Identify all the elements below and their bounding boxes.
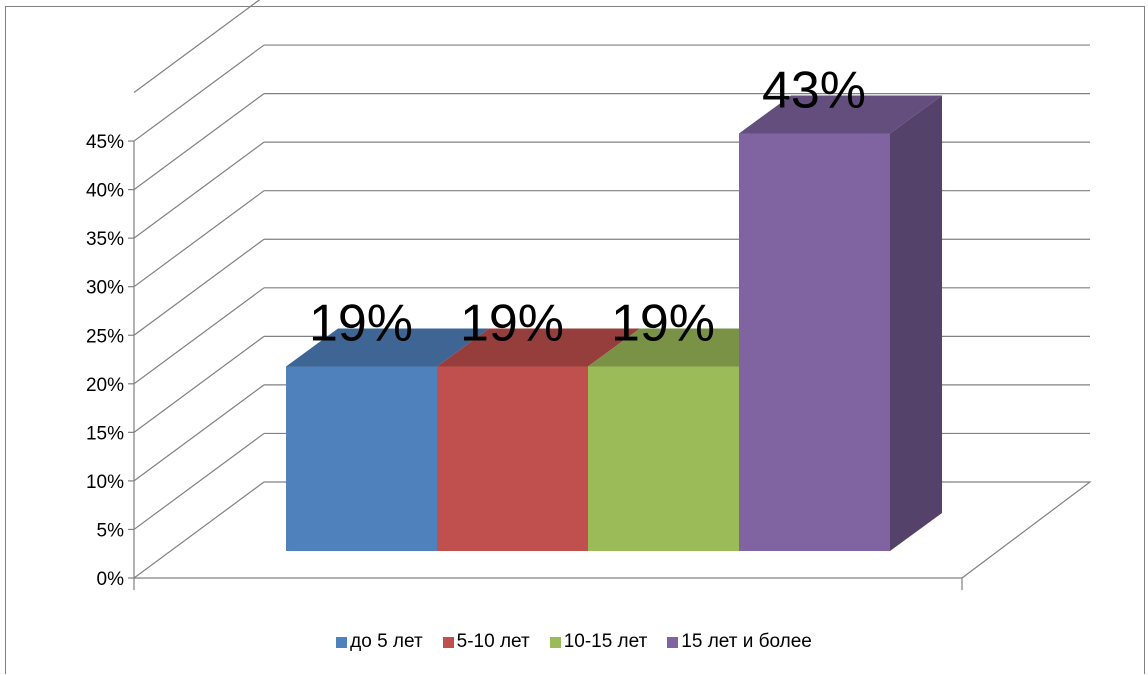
chart-floor xyxy=(132,481,1092,579)
data-label: 19% xyxy=(309,295,413,353)
bar-front-face xyxy=(437,366,588,551)
bar-top-face xyxy=(739,95,942,134)
side-gridline xyxy=(133,0,261,93)
bar-4 xyxy=(739,95,942,551)
y-tick-label: 25% xyxy=(86,326,124,347)
data-label: 43% xyxy=(762,61,866,119)
legend-swatch xyxy=(336,636,348,648)
y-tick-label: 45% xyxy=(86,132,124,153)
bar-front-face xyxy=(588,366,739,551)
bar-front-face xyxy=(739,133,890,551)
data-labels: 19% 19% 19% 43% xyxy=(309,61,866,352)
bar-top-face xyxy=(286,328,489,367)
legend-label: до 5 лет xyxy=(350,631,423,652)
side-gridline xyxy=(133,432,265,530)
y-tick-label: 30% xyxy=(86,278,124,299)
legend-swatch xyxy=(667,636,679,648)
bar-side-face xyxy=(890,95,942,551)
legend-label: 10-15 лет xyxy=(563,631,648,652)
side-gridline xyxy=(133,44,265,142)
chart-bars xyxy=(286,95,942,551)
legend-label: 15 лет и более xyxy=(681,631,812,652)
side-gridline xyxy=(133,287,265,385)
side-gridline xyxy=(133,93,265,191)
side-gridline xyxy=(133,141,265,239)
legend-swatch xyxy=(442,636,454,648)
legend-item: до 5 лет xyxy=(336,631,423,653)
legend: до 5 лет 5-10 лет 10-15 лет 15 лет и более xyxy=(0,628,1148,656)
bar-1 xyxy=(286,328,489,551)
side-gridline xyxy=(133,335,265,433)
legend-label: 5-10 лет xyxy=(456,631,530,652)
side-gridline xyxy=(133,238,265,336)
bar-top-face xyxy=(437,328,640,367)
data-label: 19% xyxy=(611,295,715,353)
legend-item: 5-10 лет xyxy=(442,631,530,653)
y-axis-ticks: 0% 5% 10% 15% 20% 25% 30% 35% 40% 45% xyxy=(86,132,134,590)
y-tick-label: 5% xyxy=(97,520,125,541)
legend-item: 10-15 лет xyxy=(549,631,648,653)
y-tick-label: 10% xyxy=(86,472,124,493)
legend-swatch xyxy=(549,636,561,648)
y-tick-label: 15% xyxy=(86,423,124,444)
legend-item: 15 лет и более xyxy=(667,631,812,653)
side-gridline xyxy=(133,384,265,482)
bar-2 xyxy=(437,328,640,551)
bar-front-face xyxy=(286,366,437,551)
side-gridline xyxy=(133,190,265,288)
chart-frame xyxy=(5,6,1145,674)
y-tick-label: 35% xyxy=(86,229,124,250)
data-label: 19% xyxy=(460,295,564,353)
y-tick-label: 20% xyxy=(86,375,124,396)
y-tick-label: 40% xyxy=(86,181,124,202)
y-tick-label: 0% xyxy=(97,569,125,590)
